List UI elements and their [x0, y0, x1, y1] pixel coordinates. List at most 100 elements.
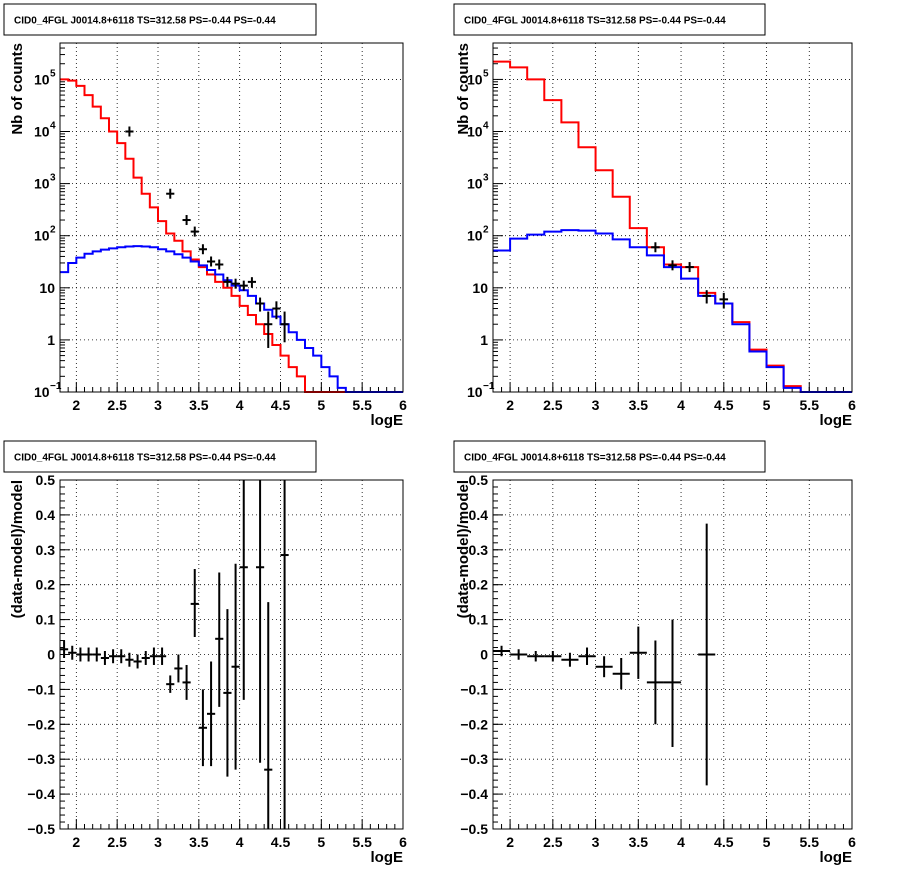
y-tick-label: 10 [467, 124, 483, 140]
y-tick-label: 10 [467, 176, 483, 192]
x-tick-label: 3 [592, 397, 600, 413]
x-tick-label: 4.5 [271, 834, 291, 850]
y-tick-exponent: 2 [50, 225, 56, 236]
y-tick-label: −0.2 [27, 716, 55, 732]
chart-title: CID0_4FGL J0014.8+6118 TS=312.58 PS=-0.4… [14, 16, 276, 27]
y-tick-label: 10 [467, 228, 483, 244]
x-tick-label: 3 [592, 834, 600, 850]
x-tick-label: 2 [506, 397, 514, 413]
x-axis-label: logE [371, 849, 404, 866]
y-tick-label: 0.4 [36, 507, 56, 523]
y-tick-label: 0.5 [469, 472, 489, 488]
y-tick-label: −0.3 [460, 751, 488, 767]
y-tick-exponent: 4 [50, 121, 56, 132]
title-box [453, 440, 766, 473]
y-tick-label: −0.5 [27, 821, 55, 837]
x-tick-label: 2.5 [543, 834, 563, 850]
y-tick-label: 10 [34, 71, 50, 87]
title-box [3, 3, 317, 36]
plot-frame [59, 479, 404, 830]
y-tick-label: 0.5 [36, 472, 56, 488]
x-tick-label: 5.5 [352, 397, 372, 413]
y-tick-label: 0.4 [469, 507, 489, 523]
y-tick-label: 0.2 [36, 577, 56, 593]
x-tick-label: 4.5 [271, 397, 291, 413]
y-tick-exponent: −1 [50, 381, 62, 392]
y-tick-label: 0.2 [469, 577, 489, 593]
title-box [453, 3, 766, 36]
y-tick-label: 10 [39, 280, 55, 296]
counts-panel-left: CID0_4FGL J0014.8+6118 TS=312.58 PS=-0.4… [3, 3, 407, 429]
x-tick-label: 6 [399, 834, 407, 850]
x-tick-label: 5 [763, 397, 771, 413]
plot-frame [59, 42, 404, 393]
y-tick-exponent: −1 [483, 381, 495, 392]
y-tick-exponent: 5 [483, 68, 489, 79]
x-tick-label: 4.5 [714, 397, 734, 413]
y-tick-label: 10 [34, 228, 50, 244]
x-tick-label: 4 [677, 834, 685, 850]
x-tick-label: 5.5 [352, 834, 372, 850]
x-tick-label: 3 [154, 397, 162, 413]
x-axis-label: logE [820, 849, 853, 866]
model-total-line [60, 78, 403, 393]
chart-title: CID0_4FGL J0014.8+6118 TS=312.58 PS=-0.4… [464, 16, 726, 27]
y-tick-label: 1 [47, 332, 55, 348]
y-tick-label: 0 [480, 647, 488, 663]
x-tick-label: 6 [848, 834, 856, 850]
chart-title: CID0_4FGL J0014.8+6118 TS=312.58 PS=-0.4… [464, 453, 726, 464]
x-tick-label: 6 [399, 397, 407, 413]
x-tick-label: 5 [763, 834, 771, 850]
y-tick-label: 10 [472, 280, 488, 296]
residual-panel-right: CID0_4FGL J0014.8+6118 TS=312.58 PS=-0.4… [453, 440, 856, 866]
x-tick-label: 2.5 [107, 397, 127, 413]
y-tick-label: 0 [47, 647, 55, 663]
model-background-line [60, 245, 403, 393]
y-tick-label: −0.1 [460, 681, 488, 697]
x-tick-label: 3.5 [189, 834, 209, 850]
y-tick-label: 0.3 [469, 542, 489, 558]
y-tick-exponent: 2 [483, 225, 489, 236]
y-tick-label: 1 [480, 332, 488, 348]
x-tick-label: 3.5 [629, 834, 649, 850]
model-background-line [493, 229, 852, 393]
y-tick-exponent: 3 [483, 173, 489, 184]
x-tick-label: 5.5 [800, 397, 820, 413]
y-tick-label: 0.3 [36, 542, 56, 558]
y-axis-label: Nb of counts [455, 43, 472, 135]
y-tick-exponent: 5 [50, 68, 56, 79]
model-total-line [493, 60, 852, 393]
x-tick-label: 6 [848, 397, 856, 413]
x-axis-label: logE [371, 412, 404, 429]
x-tick-label: 4 [677, 397, 685, 413]
x-tick-label: 3 [154, 834, 162, 850]
y-axis-label: (data-model)/model [9, 480, 26, 618]
y-tick-exponent: 3 [50, 173, 56, 184]
y-tick-label: −0.5 [460, 821, 488, 837]
title-box [3, 440, 317, 473]
y-tick-label: 10 [34, 176, 50, 192]
x-tick-label: 2.5 [543, 397, 563, 413]
x-tick-label: 2 [72, 397, 80, 413]
x-tick-label: 4 [236, 397, 244, 413]
x-tick-label: 4 [236, 834, 244, 850]
y-tick-label: −0.4 [27, 786, 55, 802]
y-tick-label: 10 [34, 384, 50, 400]
x-tick-label: 5.5 [800, 834, 820, 850]
x-tick-label: 2.5 [107, 834, 127, 850]
plot-frame [492, 479, 853, 830]
y-tick-label: 0.1 [469, 612, 489, 628]
x-tick-label: 4.5 [714, 834, 734, 850]
y-tick-exponent: 4 [483, 121, 489, 132]
x-tick-label: 2 [72, 834, 80, 850]
counts-panel-right: CID0_4FGL J0014.8+6118 TS=312.58 PS=-0.4… [453, 3, 856, 429]
y-tick-label: −0.2 [460, 716, 488, 732]
y-tick-label: −0.1 [27, 681, 55, 697]
x-tick-label: 5 [317, 834, 325, 850]
y-axis-label: (data-model)/model [455, 480, 472, 618]
y-tick-label: 10 [467, 71, 483, 87]
y-tick-label: −0.4 [460, 786, 488, 802]
x-tick-label: 3.5 [189, 397, 209, 413]
y-tick-label: 0.1 [36, 612, 56, 628]
